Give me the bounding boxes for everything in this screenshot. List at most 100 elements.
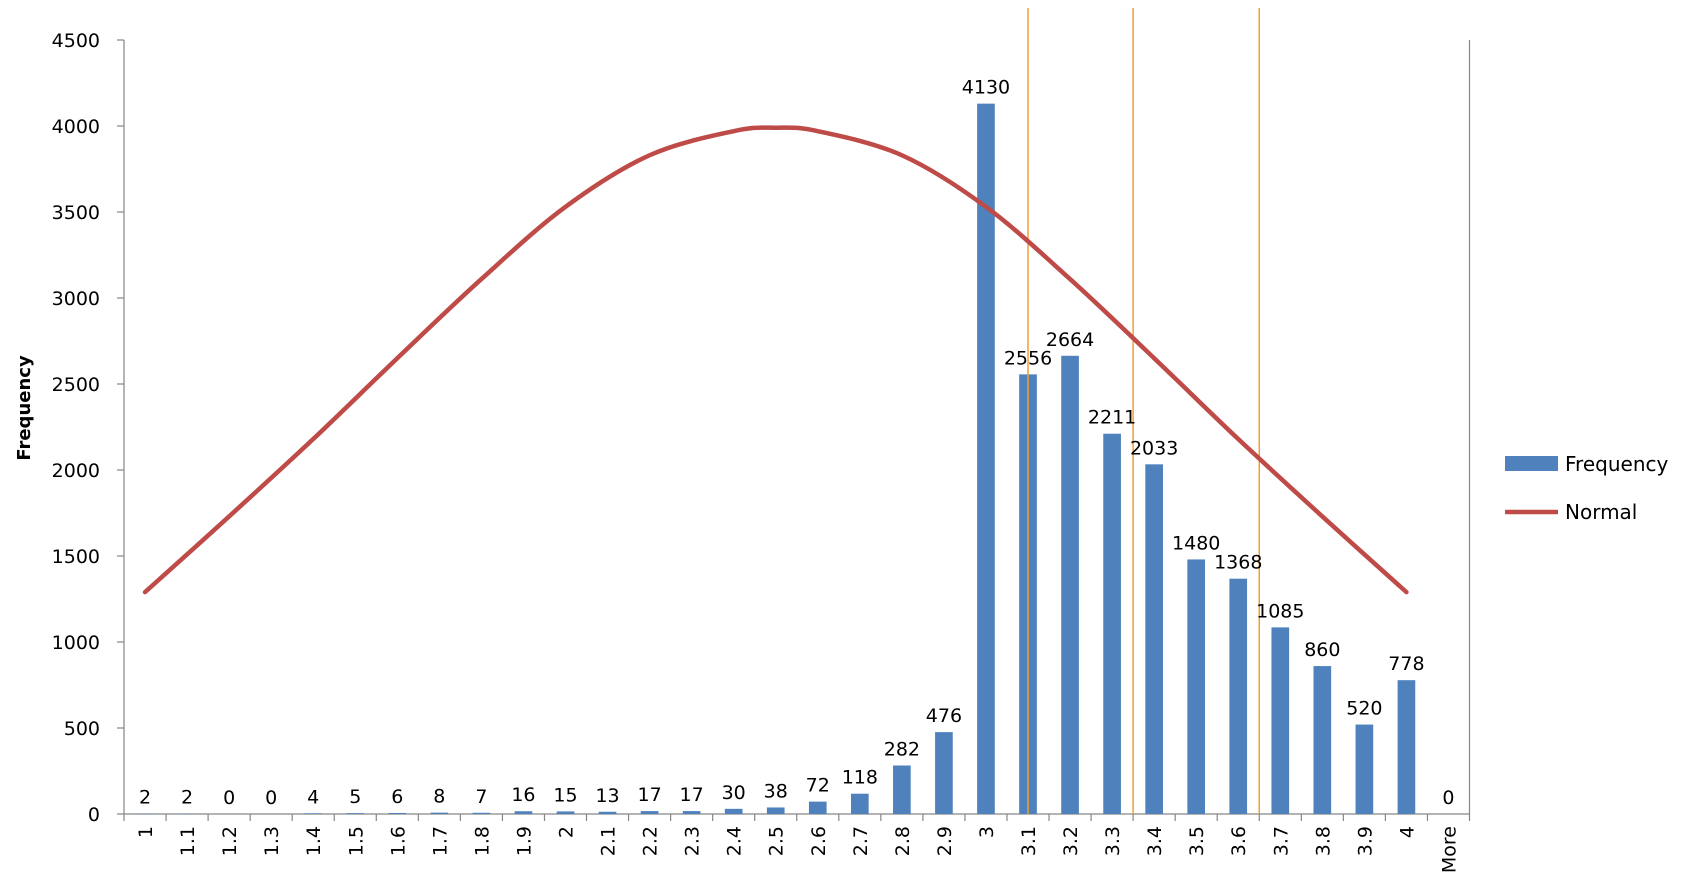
frequency-bar bbox=[1355, 724, 1374, 814]
x-tick-label: 2.5 bbox=[766, 826, 788, 856]
y-tick-label: 1000 bbox=[52, 632, 100, 654]
data-label: 1085 bbox=[1256, 600, 1304, 622]
x-axis: 1 1.1 1.2 1.3 1.4 1.5 1.6 1.7 1.8 1.9 2 2.1 2.2 2.3 2.… bbox=[123, 813, 1471, 873]
data-label: 118 bbox=[842, 767, 878, 789]
frequency-bar bbox=[808, 801, 827, 814]
data-label: 13 bbox=[595, 785, 619, 807]
x-tick-label: 1.9 bbox=[513, 826, 535, 856]
frequency-bars bbox=[136, 103, 1416, 814]
x-tick-label: 3.5 bbox=[1186, 826, 1208, 856]
x-tick-label: 2.4 bbox=[724, 826, 746, 856]
data-label: 1368 bbox=[1214, 552, 1262, 574]
legend-swatch-frequency bbox=[1505, 456, 1558, 471]
x-tick-label: 1.7 bbox=[429, 826, 451, 856]
data-label: 2211 bbox=[1088, 407, 1136, 429]
frequency-bar bbox=[388, 812, 407, 814]
data-label: 0 bbox=[223, 787, 235, 809]
frequency-bar bbox=[1061, 355, 1079, 814]
x-tick-label: 3 bbox=[976, 826, 998, 838]
x-tick-label: More bbox=[1438, 826, 1460, 873]
data-label: 16 bbox=[511, 784, 535, 806]
data-label: 30 bbox=[722, 782, 746, 804]
frequency-bar bbox=[682, 811, 701, 814]
y-tick-label: 2000 bbox=[52, 460, 100, 482]
data-label: 17 bbox=[637, 784, 661, 806]
x-tick-label: 2.8 bbox=[892, 826, 914, 856]
frequency-bar bbox=[430, 812, 449, 814]
x-tick-label: 3.1 bbox=[1018, 826, 1040, 856]
data-label: 15 bbox=[553, 784, 577, 806]
data-label: 778 bbox=[1388, 653, 1424, 675]
x-tick-label: 4 bbox=[1396, 826, 1418, 838]
y-tick-label: 4500 bbox=[52, 30, 100, 52]
frequency-bar bbox=[472, 812, 491, 814]
x-tick-label: 1.4 bbox=[303, 826, 325, 856]
y-tick-label: 3000 bbox=[52, 288, 100, 310]
normal-curve-layer bbox=[142, 125, 1409, 595]
x-tick-label: 1.3 bbox=[261, 826, 283, 856]
data-label: 2664 bbox=[1046, 329, 1094, 351]
data-label: 8 bbox=[433, 786, 445, 808]
frequency-bar bbox=[1313, 666, 1332, 814]
data-label: 4130 bbox=[962, 77, 1010, 99]
frequency-bar bbox=[724, 808, 743, 814]
x-tick-label: 2.7 bbox=[850, 826, 872, 856]
data-labels: 2 2 0 0 4 5 6 8 7 16 15 13 17 17 30 38 72 118 282 476 4130 25… bbox=[139, 77, 1455, 809]
data-label: 476 bbox=[926, 705, 962, 727]
x-tick-label: 1.1 bbox=[177, 826, 199, 856]
frequency-bar bbox=[935, 732, 953, 814]
y-axis-title: Frequency bbox=[14, 355, 35, 461]
data-label: 860 bbox=[1304, 639, 1340, 661]
y-tick-label: 1500 bbox=[52, 546, 100, 568]
frequency-bar bbox=[1229, 578, 1248, 814]
data-label: 17 bbox=[680, 784, 704, 806]
y-tick-label: 3500 bbox=[52, 202, 100, 224]
data-label: 2033 bbox=[1130, 437, 1178, 459]
x-tick-label: 3.2 bbox=[1060, 826, 1082, 856]
reference-lines bbox=[1027, 8, 1261, 814]
data-label: 4 bbox=[307, 786, 319, 808]
frequency-bar bbox=[893, 765, 911, 814]
data-label: 520 bbox=[1346, 698, 1382, 720]
data-label: 2556 bbox=[1004, 347, 1052, 369]
x-tick-label: 3.9 bbox=[1354, 826, 1376, 856]
data-label: 282 bbox=[884, 738, 920, 760]
y-tick-label: 2500 bbox=[52, 374, 100, 396]
x-tick-label: 2.6 bbox=[808, 826, 830, 856]
x-tick-label: 3.3 bbox=[1102, 826, 1124, 856]
x-tick-label: 1.5 bbox=[345, 826, 367, 856]
data-label: 2 bbox=[181, 787, 193, 809]
frequency-bar bbox=[640, 811, 659, 814]
data-label: 5 bbox=[349, 786, 361, 808]
x-tick-label: 3.7 bbox=[1270, 826, 1292, 856]
frequency-bar bbox=[514, 811, 533, 814]
y-tick-label: 4000 bbox=[52, 116, 100, 138]
x-tick-label: 2.3 bbox=[682, 826, 704, 856]
frequency-bar bbox=[850, 793, 869, 814]
frequency-bar bbox=[1397, 680, 1416, 814]
data-label: 0 bbox=[265, 787, 277, 809]
x-tick-label: 3.6 bbox=[1228, 826, 1250, 856]
data-label: 1480 bbox=[1172, 532, 1220, 554]
x-tick-label: 1.6 bbox=[387, 826, 409, 856]
legend-label-frequency: Frequency bbox=[1565, 452, 1668, 476]
frequency-bar bbox=[346, 813, 365, 814]
data-label: 72 bbox=[806, 775, 830, 797]
frequency-bar bbox=[598, 811, 617, 814]
x-tick-label: 2.2 bbox=[640, 826, 662, 856]
normal-curve bbox=[142, 125, 1409, 595]
frequency-bar bbox=[1187, 559, 1206, 814]
x-tick-label: 1.8 bbox=[471, 826, 493, 856]
data-label: 38 bbox=[764, 780, 788, 802]
frequency-bar bbox=[556, 811, 575, 814]
frequency-bar bbox=[1145, 464, 1163, 814]
legend: Frequency Normal bbox=[1505, 452, 1668, 524]
x-tick-label: 1.2 bbox=[219, 826, 241, 856]
x-tick-label: 3.4 bbox=[1144, 826, 1166, 856]
x-tick-label: 2.1 bbox=[598, 826, 620, 856]
x-tick-label: 2.9 bbox=[934, 826, 956, 856]
x-tick-label: 2 bbox=[555, 826, 577, 838]
data-label: 7 bbox=[475, 786, 487, 808]
